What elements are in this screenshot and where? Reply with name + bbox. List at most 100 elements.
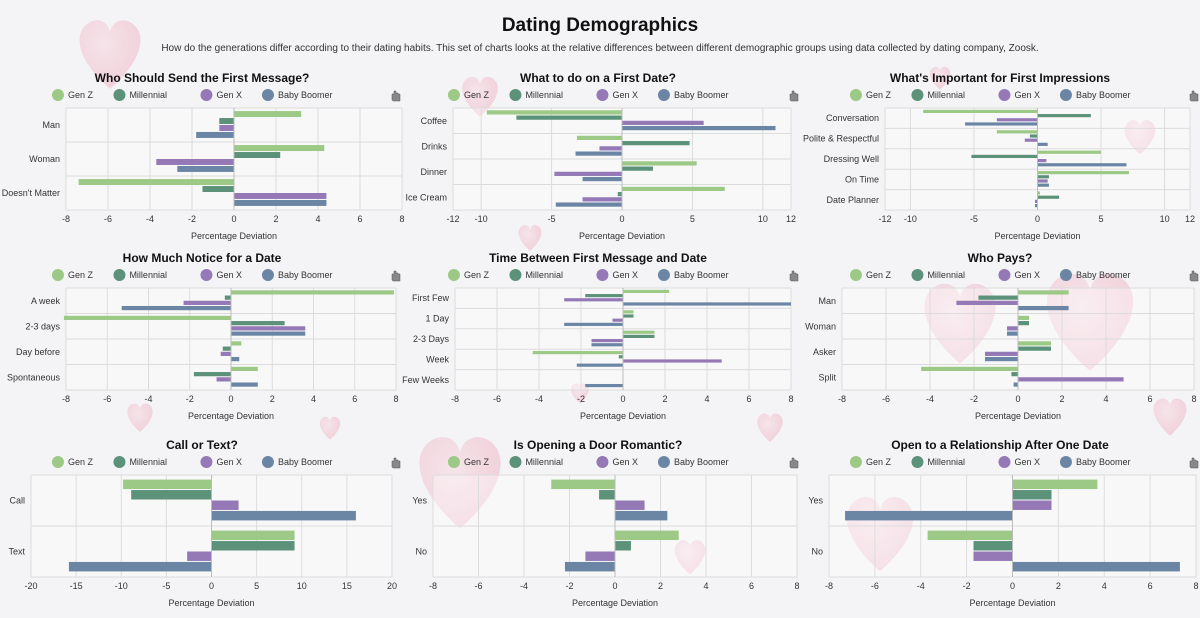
bar-gen-x-a-week[interactable]	[183, 300, 231, 305]
bar-baby-boomer-call[interactable]	[211, 510, 356, 521]
bar-millennial-2-3-days[interactable]	[231, 321, 285, 326]
bar-baby-boomer-spontaneous[interactable]	[231, 382, 258, 387]
legend-item-gen-z[interactable]: Gen Z	[849, 89, 892, 101]
legend-item-baby-boomer[interactable]: Baby Boomer	[261, 456, 333, 468]
bar-gen-z-dinner[interactable]	[622, 161, 697, 166]
bar-gen-z-dressing-well[interactable]	[1037, 150, 1102, 154]
bar-gen-z-yes[interactable]	[551, 479, 615, 490]
bar-millennial-a-week[interactable]	[224, 295, 231, 300]
bar-millennial-man[interactable]	[978, 295, 1018, 300]
legend-item-millennial[interactable]: Millennial	[911, 269, 965, 281]
bar-gen-z-doesn-t-matter[interactable]	[78, 179, 234, 186]
bar-gen-x-2-3-days[interactable]	[231, 326, 306, 331]
bar-millennial-woman[interactable]	[1018, 321, 1029, 326]
legend-item-gen-x[interactable]: Gen X	[998, 269, 1040, 281]
bar-gen-x-1-day[interactable]	[612, 318, 624, 322]
hand-icon[interactable]	[789, 270, 799, 282]
bar-gen-x-call[interactable]	[211, 500, 239, 510]
bar-gen-z-1-day[interactable]	[623, 310, 634, 314]
bar-baby-boomer-a-week[interactable]	[121, 305, 231, 311]
bar-gen-x-man[interactable]	[956, 300, 1018, 305]
bar-gen-x-on-time[interactable]	[1037, 179, 1048, 183]
bar-baby-boomer-1-day[interactable]	[564, 322, 623, 326]
bar-millennial-asker[interactable]	[1018, 346, 1051, 351]
bar-millennial-man[interactable]	[219, 118, 234, 124]
legend-item-gen-x[interactable]: Gen X	[200, 269, 242, 281]
bar-millennial-1-day[interactable]	[623, 314, 634, 318]
legend-item-gen-z[interactable]: Gen Z	[51, 269, 94, 281]
bar-millennial-2-3-days[interactable]	[623, 334, 655, 338]
bar-gen-z-coffee[interactable]	[486, 110, 622, 115]
bar-millennial-no[interactable]	[973, 541, 1013, 551]
legend-item-millennial[interactable]: Millennial	[509, 456, 563, 468]
bar-gen-z-text[interactable]	[211, 530, 295, 541]
bar-millennial-no[interactable]	[615, 541, 631, 551]
bar-gen-x-woman[interactable]	[156, 159, 234, 165]
legend-item-millennial[interactable]: Millennial	[911, 89, 965, 101]
bar-gen-x-no[interactable]	[585, 551, 615, 561]
bar-gen-x-text[interactable]	[187, 551, 212, 561]
bar-millennial-dressing-well[interactable]	[971, 154, 1038, 158]
bar-gen-x-date-planner[interactable]	[1034, 199, 1038, 203]
legend-item-millennial[interactable]: Millennial	[113, 269, 167, 281]
legend-item-gen-z[interactable]: Gen Z	[447, 269, 490, 281]
bar-baby-boomer-text[interactable]	[68, 561, 212, 572]
bar-baby-boomer-yes[interactable]	[615, 510, 668, 521]
bar-baby-boomer-split[interactable]	[1013, 382, 1018, 387]
legend-item-gen-z[interactable]: Gen Z	[849, 456, 892, 468]
bar-millennial-ice-cream[interactable]	[617, 192, 622, 197]
bar-millennial-yes[interactable]	[599, 490, 615, 500]
legend-item-baby-boomer[interactable]: Baby Boomer	[657, 89, 729, 101]
bar-baby-boomer-man[interactable]	[1018, 305, 1069, 311]
bar-baby-boomer-doesn-t-matter[interactable]	[234, 199, 327, 206]
bar-gen-x-week[interactable]	[623, 359, 722, 363]
bar-millennial-coffee[interactable]	[516, 115, 622, 120]
bar-millennial-drinks[interactable]	[622, 141, 690, 146]
legend-item-millennial[interactable]: Millennial	[509, 89, 563, 101]
bar-gen-z-week[interactable]	[532, 351, 623, 355]
hand-icon[interactable]	[391, 90, 401, 102]
bar-gen-x-coffee[interactable]	[622, 120, 704, 125]
legend-item-gen-x[interactable]: Gen X	[998, 456, 1040, 468]
legend-item-baby-boomer[interactable]: Baby Boomer	[657, 269, 729, 281]
bar-gen-z-no[interactable]	[927, 530, 1013, 541]
hand-icon[interactable]	[789, 90, 799, 102]
bar-millennial-call[interactable]	[131, 490, 212, 500]
bar-millennial-text[interactable]	[211, 541, 295, 551]
legend-item-baby-boomer[interactable]: Baby Boomer	[1059, 89, 1131, 101]
legend-item-gen-z[interactable]: Gen Z	[447, 456, 490, 468]
bar-millennial-conversation[interactable]	[1037, 114, 1091, 118]
hand-icon[interactable]	[1189, 270, 1199, 282]
bar-baby-boomer-coffee[interactable]	[622, 125, 776, 131]
bar-gen-x-yes[interactable]	[615, 500, 645, 510]
bar-baby-boomer-no[interactable]	[1012, 561, 1180, 572]
bar-baby-boomer-no[interactable]	[564, 561, 615, 572]
bar-millennial-day-before[interactable]	[222, 346, 231, 351]
bar-gen-x-day-before[interactable]	[220, 351, 231, 356]
bar-baby-boomer-woman[interactable]	[177, 165, 234, 172]
bar-baby-boomer-yes[interactable]	[845, 510, 1013, 521]
legend-item-gen-x[interactable]: Gen X	[596, 456, 638, 468]
bar-gen-z-day-before[interactable]	[231, 341, 242, 346]
bar-gen-x-dinner[interactable]	[554, 171, 622, 176]
bar-baby-boomer-dinner[interactable]	[582, 176, 622, 182]
bar-baby-boomer-2-3-days[interactable]	[231, 331, 306, 336]
bar-gen-z-woman[interactable]	[1018, 315, 1029, 321]
bar-gen-x-split[interactable]	[1018, 377, 1124, 382]
hand-icon[interactable]	[391, 270, 401, 282]
bar-baby-boomer-2-3-days[interactable]	[591, 343, 624, 347]
bar-gen-x-spontaneous[interactable]	[216, 377, 231, 382]
legend-item-baby-boomer[interactable]: Baby Boomer	[1059, 269, 1131, 281]
bar-gen-x-conversation[interactable]	[996, 118, 1038, 122]
legend-item-millennial[interactable]: Millennial	[509, 269, 563, 281]
bar-gen-z-2-3-days[interactable]	[623, 330, 655, 334]
legend-item-baby-boomer[interactable]: Baby Boomer	[261, 269, 333, 281]
legend-item-gen-z[interactable]: Gen Z	[51, 456, 94, 468]
bar-millennial-yes[interactable]	[1012, 490, 1052, 500]
bar-millennial-polite-respectful[interactable]	[1029, 134, 1038, 138]
bar-gen-z-man[interactable]	[234, 111, 302, 118]
bar-gen-z-woman[interactable]	[234, 145, 325, 152]
bar-gen-z-polite-respectful[interactable]	[996, 130, 1038, 134]
bar-gen-z-asker[interactable]	[1018, 341, 1051, 346]
bar-baby-boomer-polite-respectful[interactable]	[1037, 142, 1048, 146]
